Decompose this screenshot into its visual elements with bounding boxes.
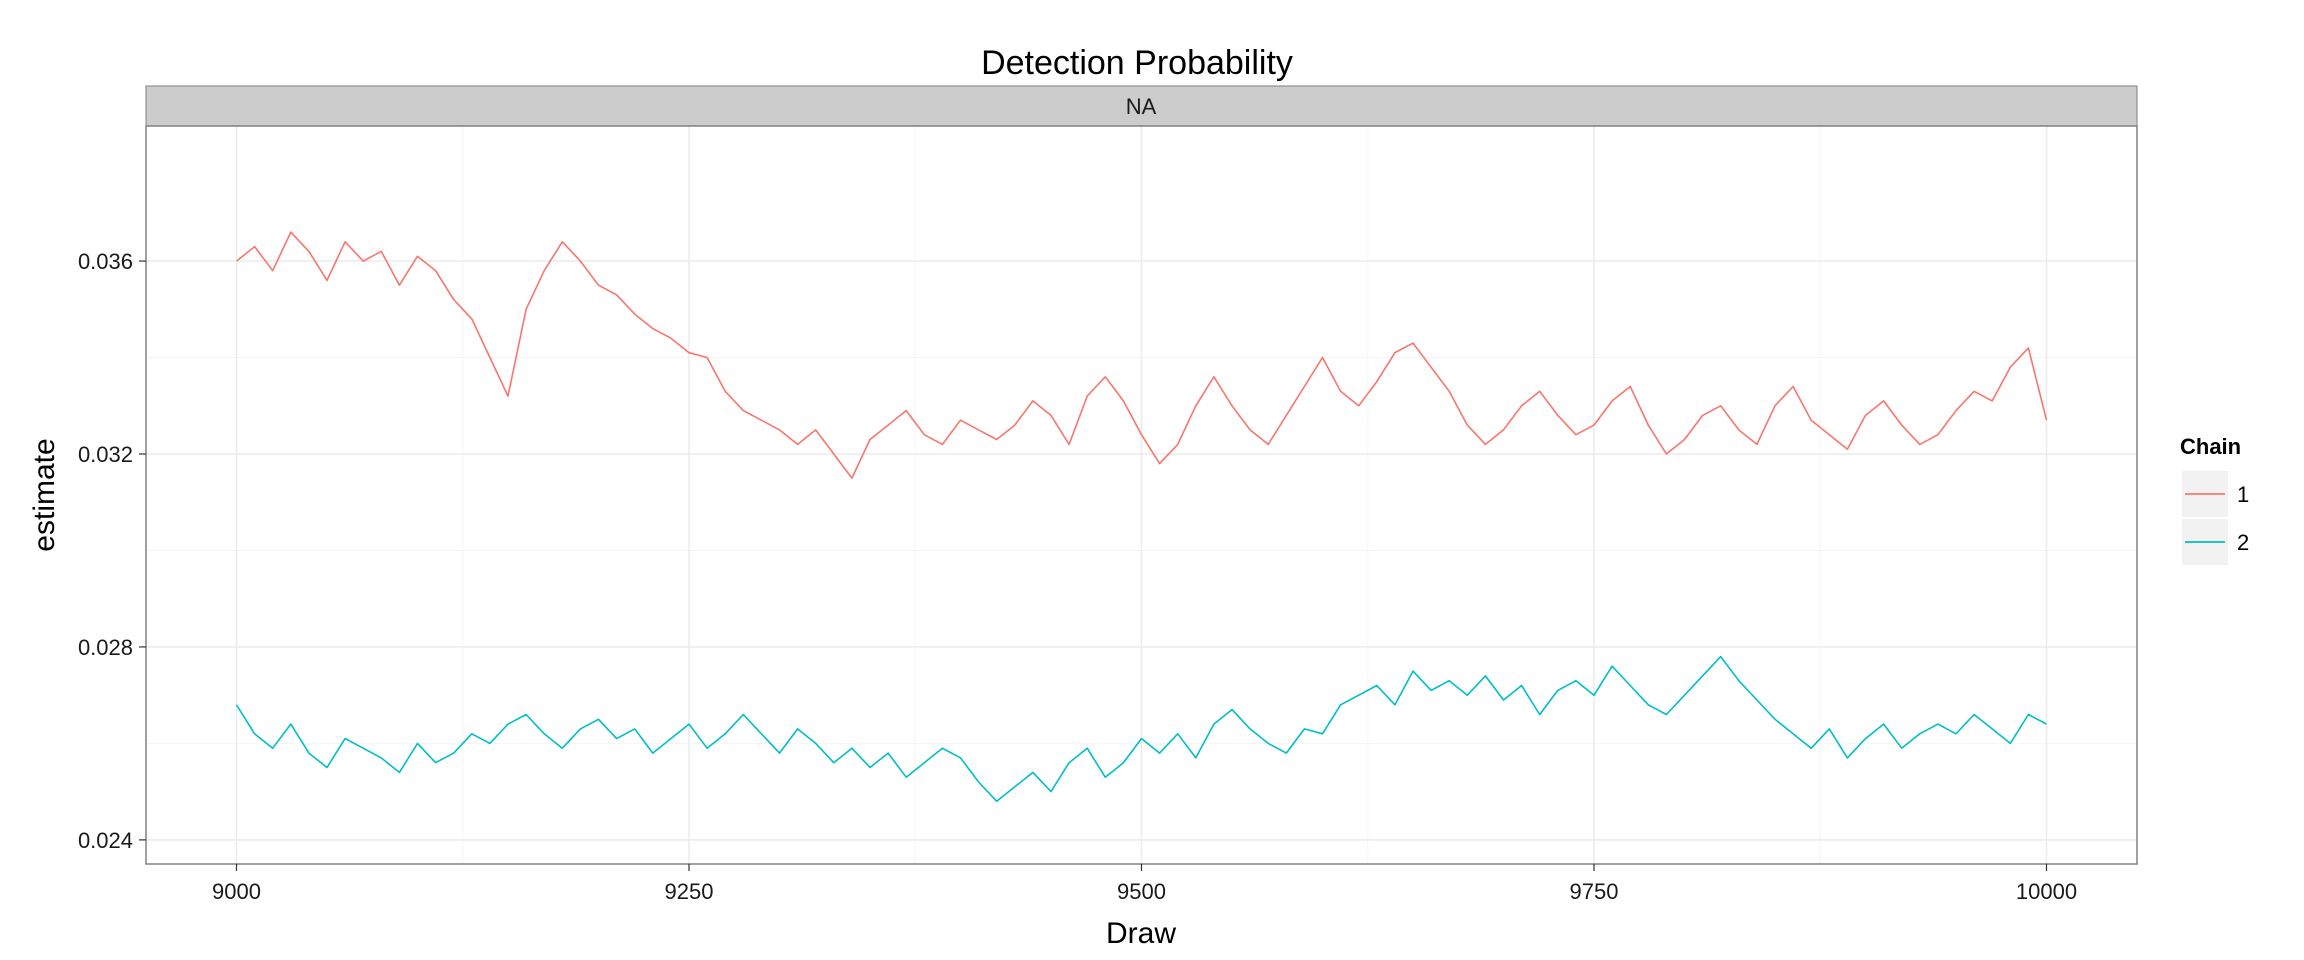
grid-major <box>146 126 2137 864</box>
x-tick-label: 10000 <box>2016 879 2077 904</box>
y-tick-label: 0.028 <box>78 635 133 660</box>
y-tick-label: 0.024 <box>78 828 133 853</box>
x-tick-label: 9500 <box>1117 879 1166 904</box>
legend-label-chain-2: 2 <box>2237 530 2249 555</box>
legend-title: Chain <box>2180 434 2241 459</box>
x-axis: 9000 9250 9500 9750 10000 <box>212 864 2077 904</box>
y-tick-label: 0.036 <box>78 249 133 274</box>
legend-label-chain-1: 1 <box>2237 482 2249 507</box>
series-layer <box>235 231 2048 803</box>
x-axis-title: Draw <box>1106 917 1176 950</box>
y-tick-label: 0.032 <box>78 442 133 467</box>
y-axis-title: estimate <box>28 438 61 551</box>
x-tick-label: 9000 <box>212 879 261 904</box>
y-axis: 0.024 0.028 0.032 0.036 <box>78 249 146 853</box>
x-tick-label: 9250 <box>665 879 714 904</box>
facet-strip <box>145 85 2138 127</box>
series-line-chain-1 <box>235 231 2048 479</box>
chart-title: Detection Probability <box>981 44 1293 82</box>
x-tick-label: 9750 <box>1570 879 1619 904</box>
legend: Chain 1 2 <box>2180 434 2249 567</box>
series-line-chain-2 <box>235 655 2047 803</box>
facet-strip-label: NA <box>1126 94 1157 119</box>
